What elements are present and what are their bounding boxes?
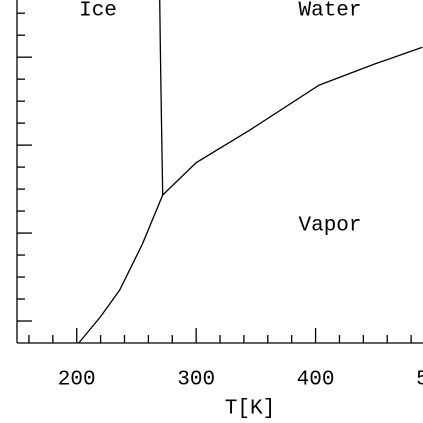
x-tick-label: 300 (177, 369, 215, 392)
annotation: Water (298, 0, 361, 23)
annotation: Vapor (298, 215, 361, 238)
x-tick-label: 200 (58, 369, 96, 392)
phase-boundary (78, 46, 423, 344)
annotation: Ice (79, 0, 117, 23)
x-tick-label: 400 (297, 369, 335, 392)
x-tick-label: 500 (416, 369, 423, 392)
phase-boundary (159, 0, 164, 196)
x-axis-label: T[K] (225, 398, 275, 421)
